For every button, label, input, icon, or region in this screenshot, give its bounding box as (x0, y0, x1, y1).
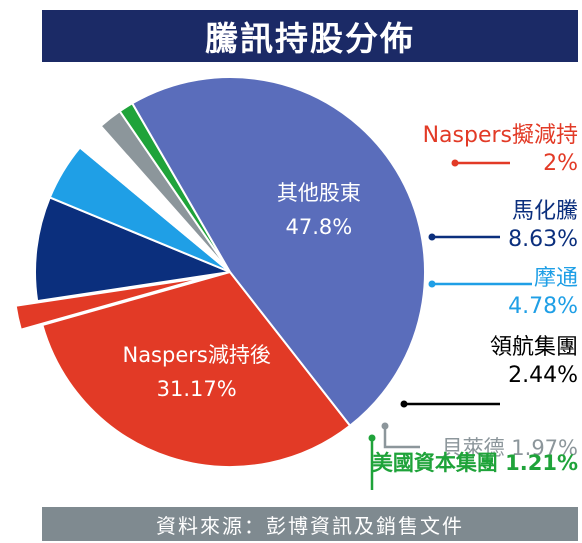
slice-value-1: 31.17% (157, 377, 237, 401)
slice-label-6: 貝萊德 1.97% (442, 436, 578, 460)
leader-dot-2 (451, 159, 459, 167)
leader-dot-4 (428, 280, 436, 288)
slice-value-5: 2.44% (508, 363, 578, 388)
slice-value-6: 1.97% (511, 436, 578, 460)
pie-slice-2 (14, 275, 209, 331)
slice-label-8: 其他股東 (277, 181, 361, 205)
slice-label-1: Naspers減持後 (122, 343, 270, 367)
leader-line-6 (383, 426, 420, 449)
slice-label-3: 馬化騰 (512, 199, 578, 224)
slice-value-8: 47.8% (286, 215, 353, 239)
leader-dot-7 (368, 434, 376, 442)
slice-label-2: Naspers擬減持 (423, 123, 578, 148)
slice-value-3: 8.63% (508, 227, 578, 252)
pie-slice-1 (41, 270, 352, 468)
slice-label-4: 摩通 (534, 266, 578, 291)
source-note: 資料來源：彭博資訊及銷售文件 (156, 513, 464, 538)
chart-title: 騰訊持股分佈 (205, 19, 415, 58)
leader-dot-3 (428, 233, 436, 241)
slice-value-2: 2% (543, 151, 578, 176)
slice-value-7: 1.21% (505, 451, 578, 475)
pie-slice-3 (34, 196, 234, 303)
slice-label-5: 領航集團 (490, 335, 578, 360)
pie-slice-8 (130, 76, 426, 428)
source-bar: 資料來源：彭博資訊及銷售文件 (42, 507, 578, 541)
leader-dot-6 (381, 422, 389, 430)
slice-label-7: 美國資本集團 1.21% (372, 451, 578, 475)
slice-value-4: 4.78% (508, 294, 578, 319)
title-bar: 騰訊持股分佈 (42, 10, 578, 62)
leader-dot-5 (400, 400, 408, 408)
